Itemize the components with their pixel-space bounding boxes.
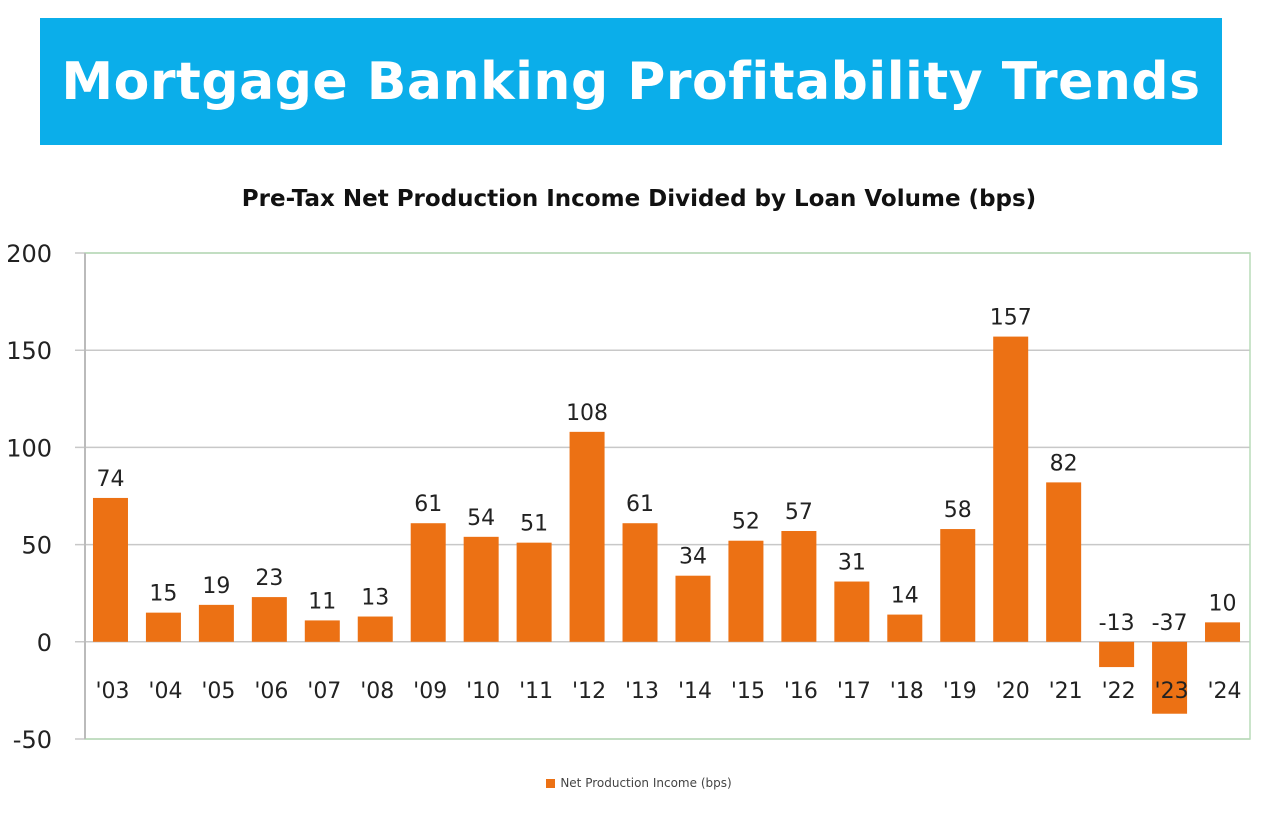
x-tick-label: '19 [943,679,977,704]
bar [1205,622,1241,642]
bar [92,497,128,642]
data-label: 58 [944,498,972,523]
x-tick-label: '12 [572,679,606,704]
bar [1046,482,1082,642]
legend: Net Production Income (bps) [0,776,1278,790]
bar [251,597,287,642]
data-label: 54 [467,506,495,531]
bar [357,616,393,642]
x-tick-label: '15 [731,679,765,704]
data-label: 34 [679,545,707,570]
x-tick-label: '13 [625,679,659,704]
x-tick-label: '20 [996,679,1030,704]
page-title: Mortgage Banking Profitability Trends [61,51,1201,112]
data-label: 31 [838,551,866,576]
chart-title: Pre-Tax Net Production Income Divided by… [241,186,1037,212]
x-tick-label: '16 [784,679,818,704]
x-tick-label: '04 [148,679,182,704]
x-tick-label: '05 [201,679,235,704]
bar [463,536,499,642]
data-label: 19 [202,574,230,599]
data-label: 10 [1209,591,1237,616]
bar [198,604,234,642]
y-tick-label: -50 [13,726,52,754]
y-tick-label: 50 [21,532,52,560]
bar [993,336,1029,642]
bar [1152,641,1188,714]
x-tick-label: '03 [95,679,129,704]
x-tick-label: '23 [1155,679,1189,704]
x-tick-label: '11 [519,679,553,704]
data-label: -37 [1152,611,1188,636]
x-tick-label: '17 [837,679,871,704]
x-tick-label: '14 [678,679,712,704]
data-label: 108 [566,401,608,426]
legend-label: Net Production Income (bps) [560,776,732,790]
y-tick-label: 100 [6,434,52,462]
bar [622,523,658,642]
data-label: 61 [414,492,442,517]
data-label: 74 [96,467,124,492]
bar [834,581,870,642]
bar [304,620,340,642]
x-tick-label: '07 [307,679,341,704]
data-label: 157 [990,306,1032,331]
data-label: 13 [361,586,389,611]
data-label: 15 [149,582,177,607]
bar [728,540,764,642]
x-tick-label: '09 [413,679,447,704]
bar [569,431,605,642]
data-label: -13 [1099,611,1135,636]
x-tick-label: '06 [254,679,288,704]
data-label: 61 [626,492,654,517]
bar [410,523,446,642]
bar [940,529,976,642]
data-label: 57 [785,500,813,525]
x-tick-label: '22 [1102,679,1136,704]
data-label: 14 [891,584,919,609]
x-tick-label: '24 [1207,679,1241,704]
y-tick-label: 200 [6,240,52,268]
bar [675,575,711,642]
data-label: 82 [1050,451,1078,476]
legend-swatch [546,778,556,788]
data-label: 23 [255,566,283,591]
y-tick-label: 0 [37,629,52,657]
x-tick-label: '10 [466,679,500,704]
data-label: 51 [520,512,548,537]
data-label: 11 [308,589,336,614]
bar [887,614,923,642]
bar [1099,641,1135,668]
x-tick-label: '21 [1049,679,1083,704]
x-tick-label: '08 [360,679,394,704]
data-label: 52 [732,510,760,535]
bar [516,542,552,642]
title-banner: Mortgage Banking Profitability Trends [40,18,1222,145]
y-tick-label: 150 [6,337,52,365]
bar [145,612,181,642]
x-tick-label: '18 [890,679,924,704]
bar [781,530,817,642]
